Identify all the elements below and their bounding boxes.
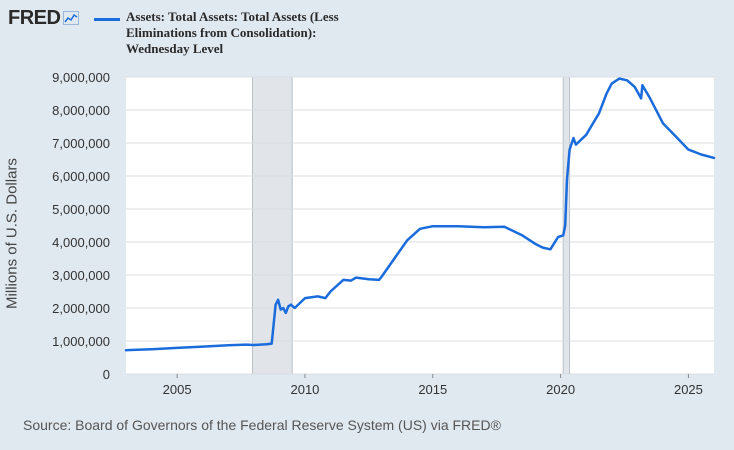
x-tick-label: 2010	[290, 382, 319, 397]
series-line	[124, 77, 716, 352]
source-note: Source: Board of Governors of the Federa…	[23, 417, 501, 433]
logo-text: FRED	[8, 6, 61, 29]
y-tick-label: 1,000,000	[52, 334, 110, 349]
x-tick-label: 2025	[674, 382, 703, 397]
y-tick-label: 4,000,000	[52, 235, 110, 250]
y-tick-labels: 0 1,000,000 2,000,000 3,000,000 4,000,000 5,0…	[52, 70, 110, 382]
y-tick-label: 0	[103, 367, 110, 382]
y-tick-label: 6,000,000	[52, 169, 110, 184]
grid-lines	[126, 76, 714, 375]
legend-series-name: Assets: Total Assets: Total Assets (Less…	[126, 9, 339, 56]
y-tick-label: 9,000,000	[52, 70, 110, 85]
x-tick-label: 2020	[546, 382, 575, 397]
x-tick-label: 2005	[163, 382, 192, 397]
y-tick-label: 7,000,000	[52, 136, 110, 151]
y-tick-label: 5,000,000	[52, 202, 110, 217]
y-tick-label: 3,000,000	[52, 268, 110, 283]
x-tick-label: 2015	[418, 382, 447, 397]
fred-logo[interactable]: FRED	[8, 6, 80, 29]
y-tick-label: 8,000,000	[52, 103, 110, 118]
legend-swatch	[94, 18, 120, 21]
y-tick-label: 2,000,000	[52, 301, 110, 316]
x-tick-labels: 2005 2010 2015 2020 2025	[163, 374, 703, 397]
plot-area	[126, 77, 714, 374]
trend-line-icon	[63, 11, 80, 25]
